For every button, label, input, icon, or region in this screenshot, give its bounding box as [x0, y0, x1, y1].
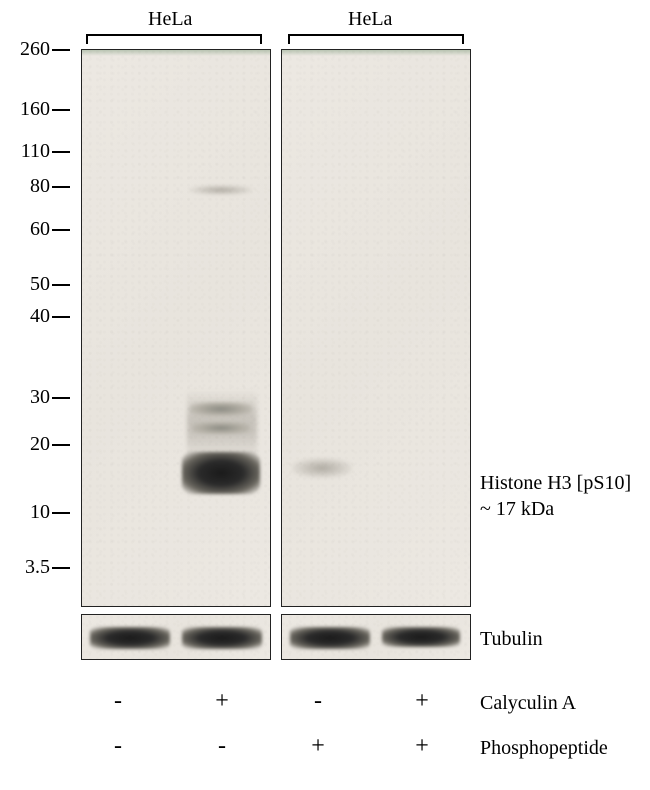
blot-noise [82, 50, 270, 606]
tubulin-band-lane2 [182, 627, 262, 649]
histone-label: Histone H3 [pS10] ~ 17 kDa [480, 470, 631, 522]
mw-50: 50 [0, 273, 50, 296]
calyculin-lane1: - [93, 688, 143, 715]
histone-label-line1: Histone H3 [pS10] [480, 470, 631, 496]
calyculin-lane3: - [293, 688, 343, 715]
mw-40: 40 [0, 305, 50, 328]
mw-10: 10 [0, 501, 50, 524]
mw-30: 30 [0, 386, 50, 409]
mw-tick [52, 397, 70, 399]
band-faint-upper [190, 185, 252, 195]
western-blot-figure: 260 160 110 80 60 50 40 30 20 10 3.5 HeL… [0, 0, 650, 790]
tubulin-label: Tubulin [480, 626, 543, 652]
phosphopeptide-lane3: + [293, 733, 343, 760]
histone-h3-band [182, 452, 260, 494]
mw-tick [52, 186, 70, 188]
tubulin-blot-right [281, 614, 471, 660]
phosphopeptide-lane4: + [397, 733, 447, 760]
bracket-line [288, 34, 464, 36]
mw-tick [52, 49, 70, 51]
histone-smear-band1 [190, 402, 252, 416]
calyculin-lane4: + [397, 688, 447, 715]
tubulin-band-lane4 [382, 627, 460, 647]
phosphopeptide-lane1: - [93, 733, 143, 760]
mw-tick [52, 229, 70, 231]
calyculin-lane2: + [197, 688, 247, 715]
calyculin-label: Calyculin A [480, 692, 576, 715]
bracket-line [86, 34, 88, 44]
phosphopeptide-label: Phosphopeptide [480, 737, 608, 760]
mw-260: 260 [0, 38, 50, 61]
mw-80: 80 [0, 175, 50, 198]
mw-tick [52, 567, 70, 569]
main-blot-left [81, 49, 271, 607]
mw-tick [52, 512, 70, 514]
tubulin-band-lane1 [90, 627, 170, 649]
mw-tick [52, 151, 70, 153]
hela-label-left: HeLa [148, 8, 192, 31]
hela-label-right: HeLa [348, 8, 392, 31]
mw-tick [52, 284, 70, 286]
mw-3p5: 3.5 [0, 556, 50, 579]
bracket-line [86, 34, 262, 36]
histone-label-line2: ~ 17 kDa [480, 496, 631, 522]
bracket-line [462, 34, 464, 44]
mw-tick [52, 316, 70, 318]
tubulin-band-lane3 [290, 627, 370, 649]
mw-20: 20 [0, 433, 50, 456]
ghost-band [292, 458, 352, 478]
mw-60: 60 [0, 218, 50, 241]
bracket-line [260, 34, 262, 44]
mw-110: 110 [0, 140, 50, 163]
mw-160: 160 [0, 98, 50, 121]
tubulin-blot-left [81, 614, 271, 660]
mw-tick [52, 109, 70, 111]
histone-smear-band2 [192, 422, 250, 434]
main-blot-right [281, 49, 471, 607]
bracket-line [288, 34, 290, 44]
phosphopeptide-lane2: - [197, 733, 247, 760]
blot-noise [282, 50, 470, 606]
mw-tick [52, 444, 70, 446]
